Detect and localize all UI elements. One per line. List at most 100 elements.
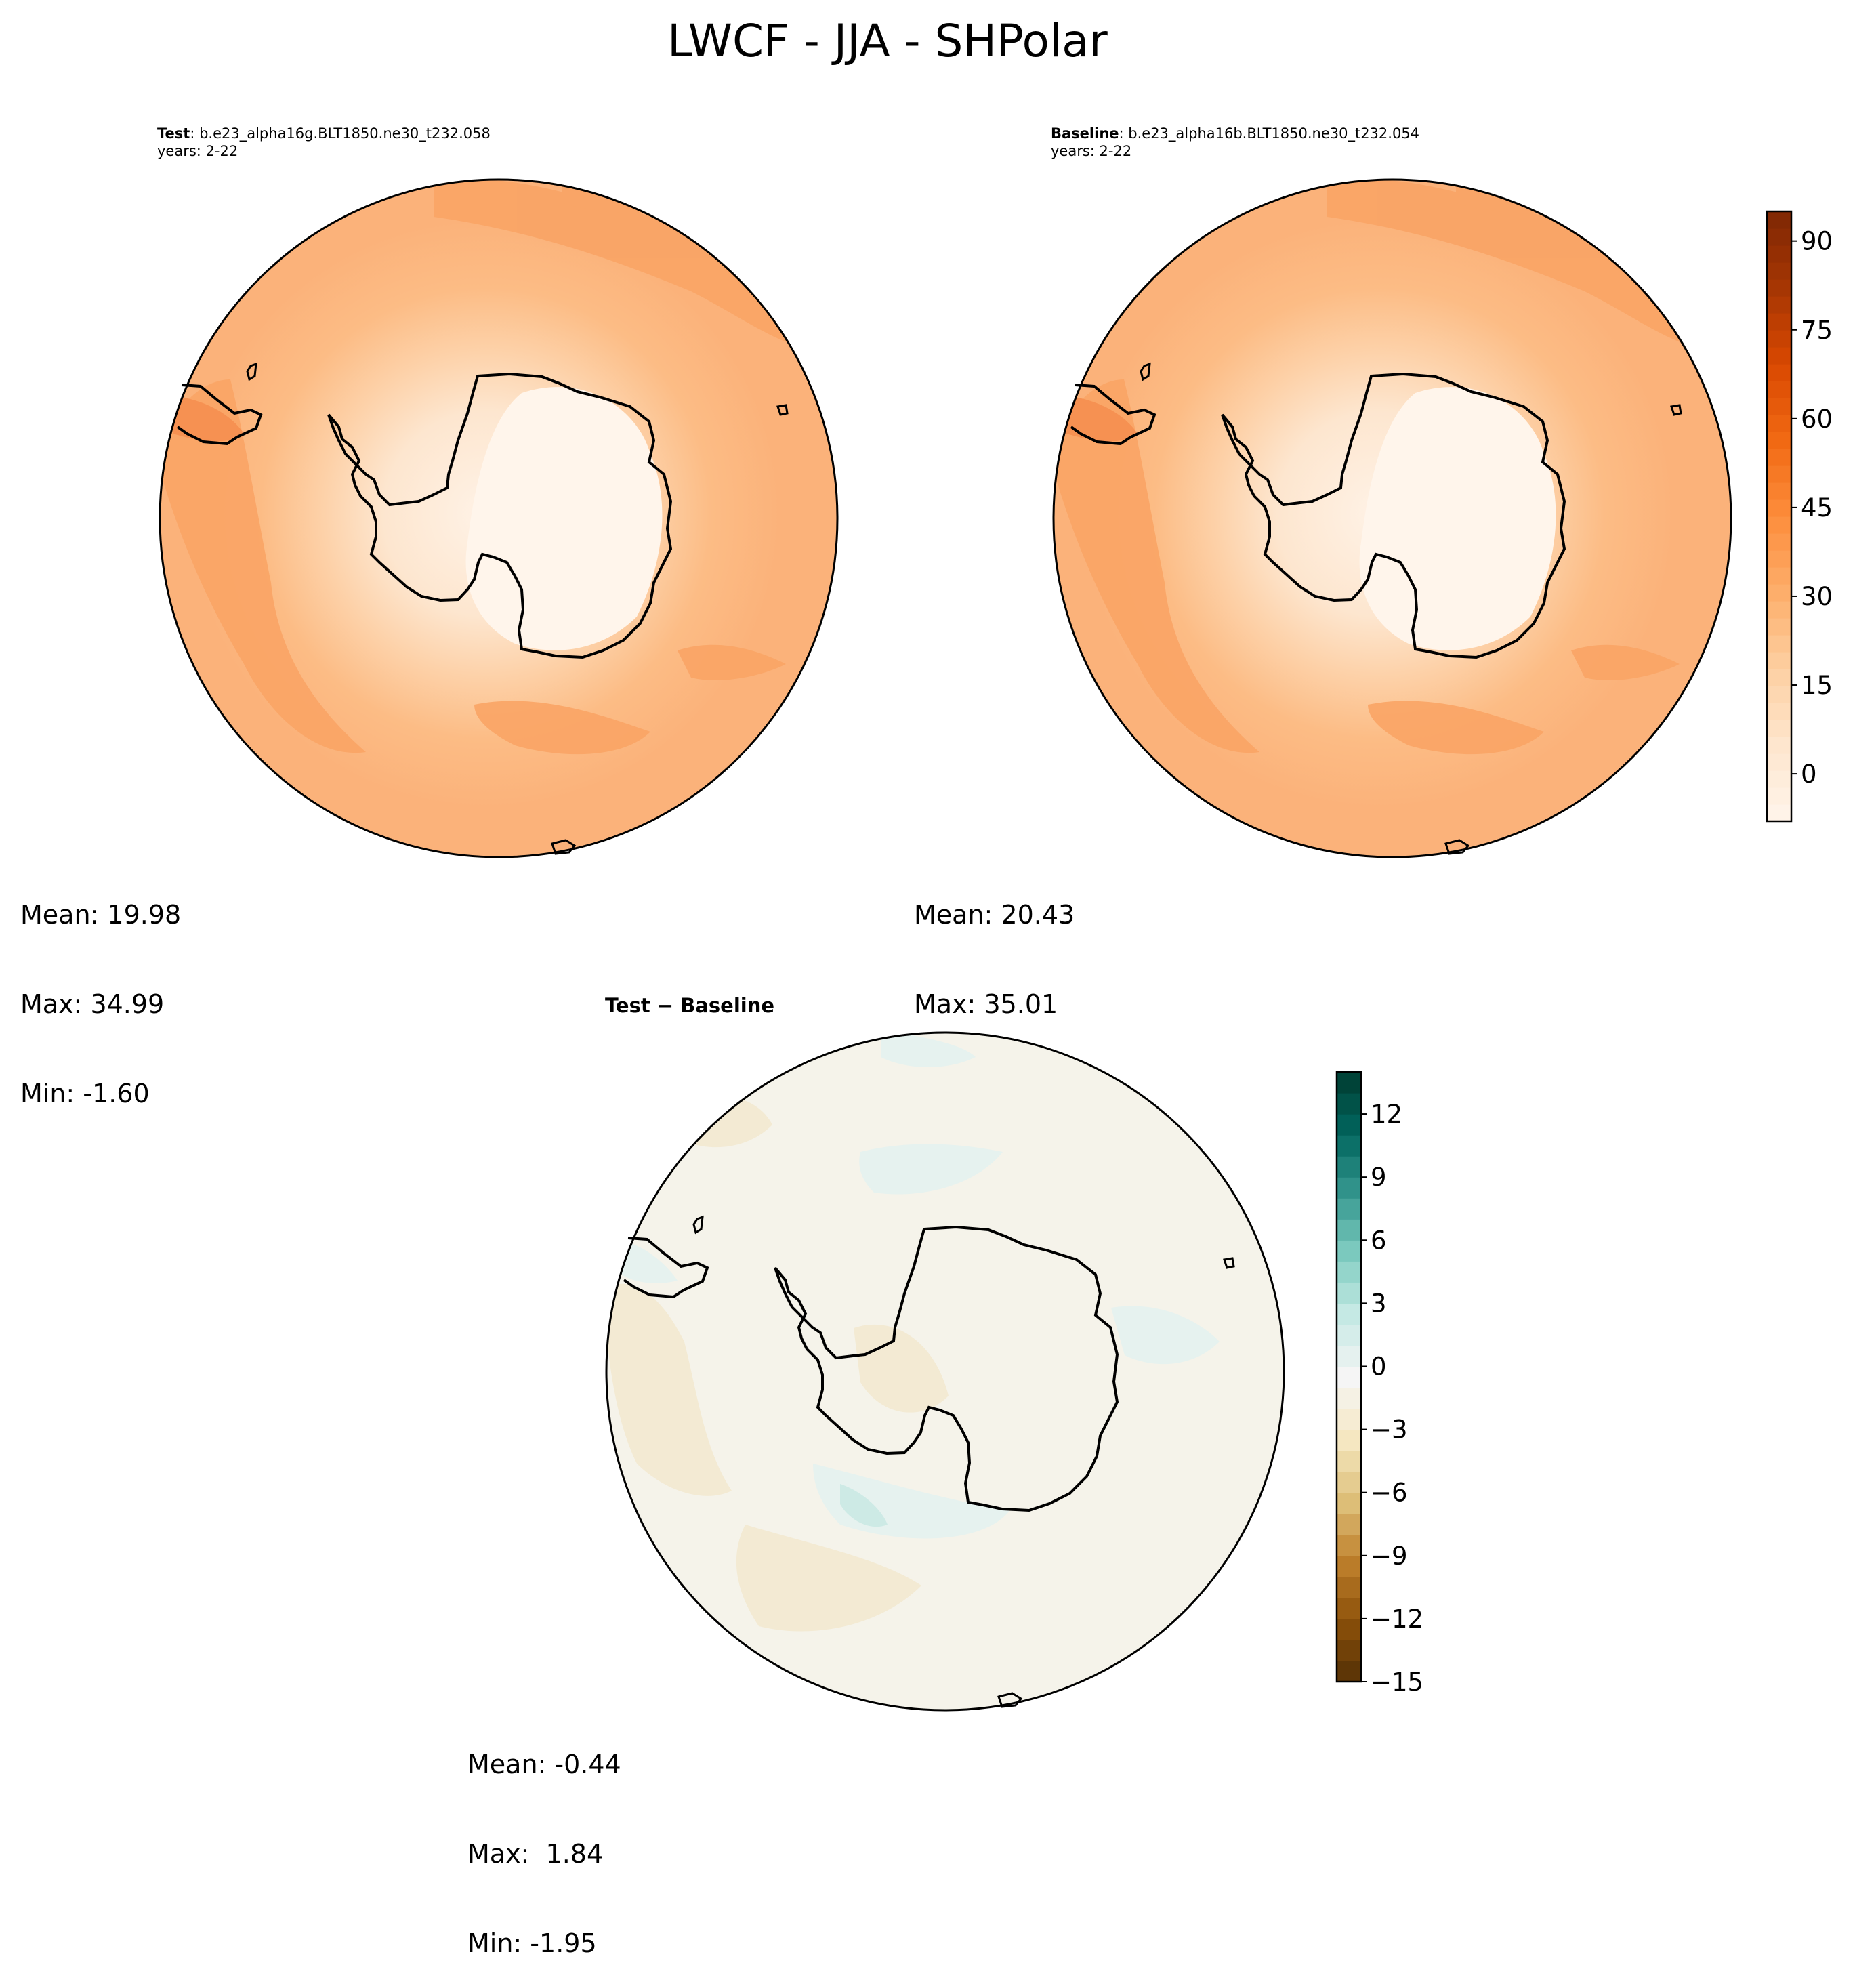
- difference-min: Min: -1.95: [467, 1928, 597, 1958]
- difference-panel-title: Test − Baseline: [605, 994, 775, 1017]
- baseline-map-boundary: [1052, 178, 1732, 858]
- test-mean: Mean: 19.98: [20, 900, 182, 930]
- difference-colorbar-swatch: [1337, 1177, 1361, 1199]
- absolute-colorbar-swatch: [1767, 449, 1791, 466]
- difference-stats: Mean: -0.44 Max: 1.84 Min: -1.95: [467, 1690, 621, 1988]
- difference-colorbar-tick-label: −12: [1371, 1604, 1423, 1634]
- absolute-colorbar-swatch: [1767, 211, 1791, 229]
- absolute-colorbar-tick-label: 90: [1801, 227, 1833, 256]
- absolute-colorbar-swatch: [1767, 652, 1791, 669]
- difference-colorbar-swatch: [1337, 1072, 1361, 1094]
- difference-mean: Mean: -0.44: [467, 1749, 621, 1779]
- difference-island-outline: [692, 1215, 1235, 1708]
- absolute-colorbar-tick-label: 75: [1801, 316, 1833, 345]
- baseline-title-bold: Baseline: [1051, 125, 1119, 142]
- baseline-interior: [1066, 387, 1556, 650]
- absolute-colorbar-swatch: [1767, 686, 1791, 703]
- difference-antarctica-outline: [774, 1225, 1119, 1512]
- figure-title: LWCF - JJA - SHPolar: [667, 15, 1108, 67]
- absolute-colorbar-swatch: [1767, 737, 1791, 754]
- test-stats: Mean: 19.98 Max: 34.99 Min: -1.60: [20, 840, 181, 1138]
- test-map-boundary: [159, 178, 839, 858]
- difference-colorbar-swatch: [1337, 1366, 1361, 1388]
- absolute-colorbar-swatch: [1767, 533, 1791, 551]
- difference-colorbar-swatch: [1337, 1093, 1361, 1115]
- absolute-colorbar-tick-label: 60: [1801, 405, 1833, 434]
- absolute-colorbar-swatch: [1767, 347, 1791, 365]
- baseline-storm-track: [1054, 180, 1727, 755]
- absolute-colorbar-swatch: [1767, 313, 1791, 331]
- difference-colorbar-tick-label: −3: [1371, 1415, 1408, 1445]
- absolute-colorbar-swatch: [1767, 550, 1791, 568]
- difference-colorbar-swatch: [1337, 1261, 1361, 1283]
- difference-colorbar-swatch: [1337, 1597, 1361, 1619]
- absolute-colorbar-tick-label: 15: [1801, 671, 1833, 700]
- difference-colorbar-swatch: [1337, 1324, 1361, 1346]
- absolute-colorbar-swatch: [1767, 770, 1791, 788]
- absolute-colorbar-swatch: [1767, 516, 1791, 534]
- baseline-years: years: 2-22: [1051, 143, 1132, 159]
- absolute-colorbar-swatch: [1767, 279, 1791, 297]
- absolute-colorbar-swatch: [1767, 415, 1791, 432]
- test-antarctica-outline: [327, 372, 673, 659]
- difference-colorbar-tick-label: 9: [1371, 1163, 1387, 1192]
- absolute-colorbar-swatch: [1767, 432, 1791, 449]
- absolute-colorbar-swatch: [1767, 330, 1791, 348]
- absolute-colorbar-swatch: [1767, 635, 1791, 653]
- baseline-stats: Mean: 20.43 Max: 35.01 Min: -1.19: [914, 840, 1075, 1138]
- absolute-colorbar-swatch: [1767, 296, 1791, 314]
- difference-colorbar-swatch: [1337, 1282, 1361, 1304]
- difference-colorbar-swatch: [1337, 1114, 1361, 1136]
- absolute-colorbar-swatch: [1767, 228, 1791, 246]
- baseline-south-america-outline: [1070, 384, 1156, 446]
- difference-colorbar-swatch: [1337, 1135, 1361, 1157]
- absolute-colorbar-tick-label: 30: [1801, 582, 1833, 611]
- difference-colorbar-swatch: [1337, 1303, 1361, 1325]
- difference-colorbar-tick-label: 6: [1371, 1226, 1387, 1255]
- absolute-colorbar-swatch: [1767, 618, 1791, 636]
- absolute-colorbar-tick-label: 0: [1801, 760, 1817, 789]
- absolute-colorbar-swatch: [1767, 584, 1791, 602]
- absolute-colorbar-swatch: [1767, 262, 1791, 280]
- absolute-colorbar-swatch: [1767, 804, 1791, 822]
- absolute-colorbar-tick-label: 45: [1801, 493, 1833, 522]
- difference-colorbar-swatch: [1337, 1576, 1361, 1598]
- absolute-colorbar-swatch: [1767, 398, 1791, 415]
- difference-colorbar-tick-label: 0: [1371, 1352, 1387, 1381]
- test-max: Max: 34.99: [20, 989, 165, 1019]
- difference-max: Max: 1.84: [467, 1839, 604, 1869]
- difference-colorbar-frame: [1335, 1071, 1362, 1683]
- absolute-colorbar-swatch: [1767, 465, 1791, 483]
- absolute-colorbar-swatch: [1767, 482, 1791, 500]
- baseline-title-case: : b.e23_alpha16b.BLT1850.ne30_t232.054: [1119, 125, 1420, 142]
- difference-colorbar-swatch: [1337, 1156, 1361, 1178]
- test-years: years: 2-22: [157, 143, 238, 159]
- test-south-america-outline: [176, 384, 263, 446]
- test-island-outline: [246, 362, 789, 855]
- baseline-min: Min: -1.19: [914, 1079, 1043, 1109]
- difference-colorbar-swatch: [1337, 1513, 1361, 1535]
- difference-colorbar: 12 9 6 3 0 −3 −6 −9 −12 −15: [1335, 1071, 1423, 1697]
- absolute-colorbar-swatch: [1767, 787, 1791, 805]
- absolute-colorbar-swatch: [1767, 364, 1791, 381]
- difference-south-america-outline: [623, 1237, 709, 1299]
- test-storm-track: [160, 180, 833, 755]
- test-interior: [173, 387, 663, 650]
- difference-colorbar-swatch: [1337, 1240, 1361, 1262]
- baseline-field: [1054, 180, 1731, 857]
- baseline-island-outline: [1140, 362, 1682, 855]
- difference-colorbar-swatch: [1337, 1618, 1361, 1640]
- absolute-colorbar-swatch: [1767, 669, 1791, 686]
- absolute-colorbar-frame: [1766, 210, 1793, 823]
- difference-colorbar-tick-label: −6: [1371, 1478, 1408, 1508]
- difference-colorbar-swatch: [1337, 1534, 1361, 1556]
- absolute-colorbar: 0 15 30 45 60 75 90: [1766, 210, 1833, 823]
- test-min: Min: -1.60: [20, 1079, 150, 1109]
- test-title-bold: Test: [157, 125, 190, 142]
- difference-colorbar-swatch: [1337, 1429, 1361, 1451]
- difference-colorbar-swatch: [1337, 1471, 1361, 1493]
- difference-colorbar-swatch: [1337, 1639, 1361, 1661]
- difference-colorbar-swatch: [1337, 1492, 1361, 1514]
- test-title-case: : b.e23_alpha16g.BLT1850.ne30_t232.058: [190, 125, 491, 142]
- absolute-colorbar-swatch: [1767, 567, 1791, 585]
